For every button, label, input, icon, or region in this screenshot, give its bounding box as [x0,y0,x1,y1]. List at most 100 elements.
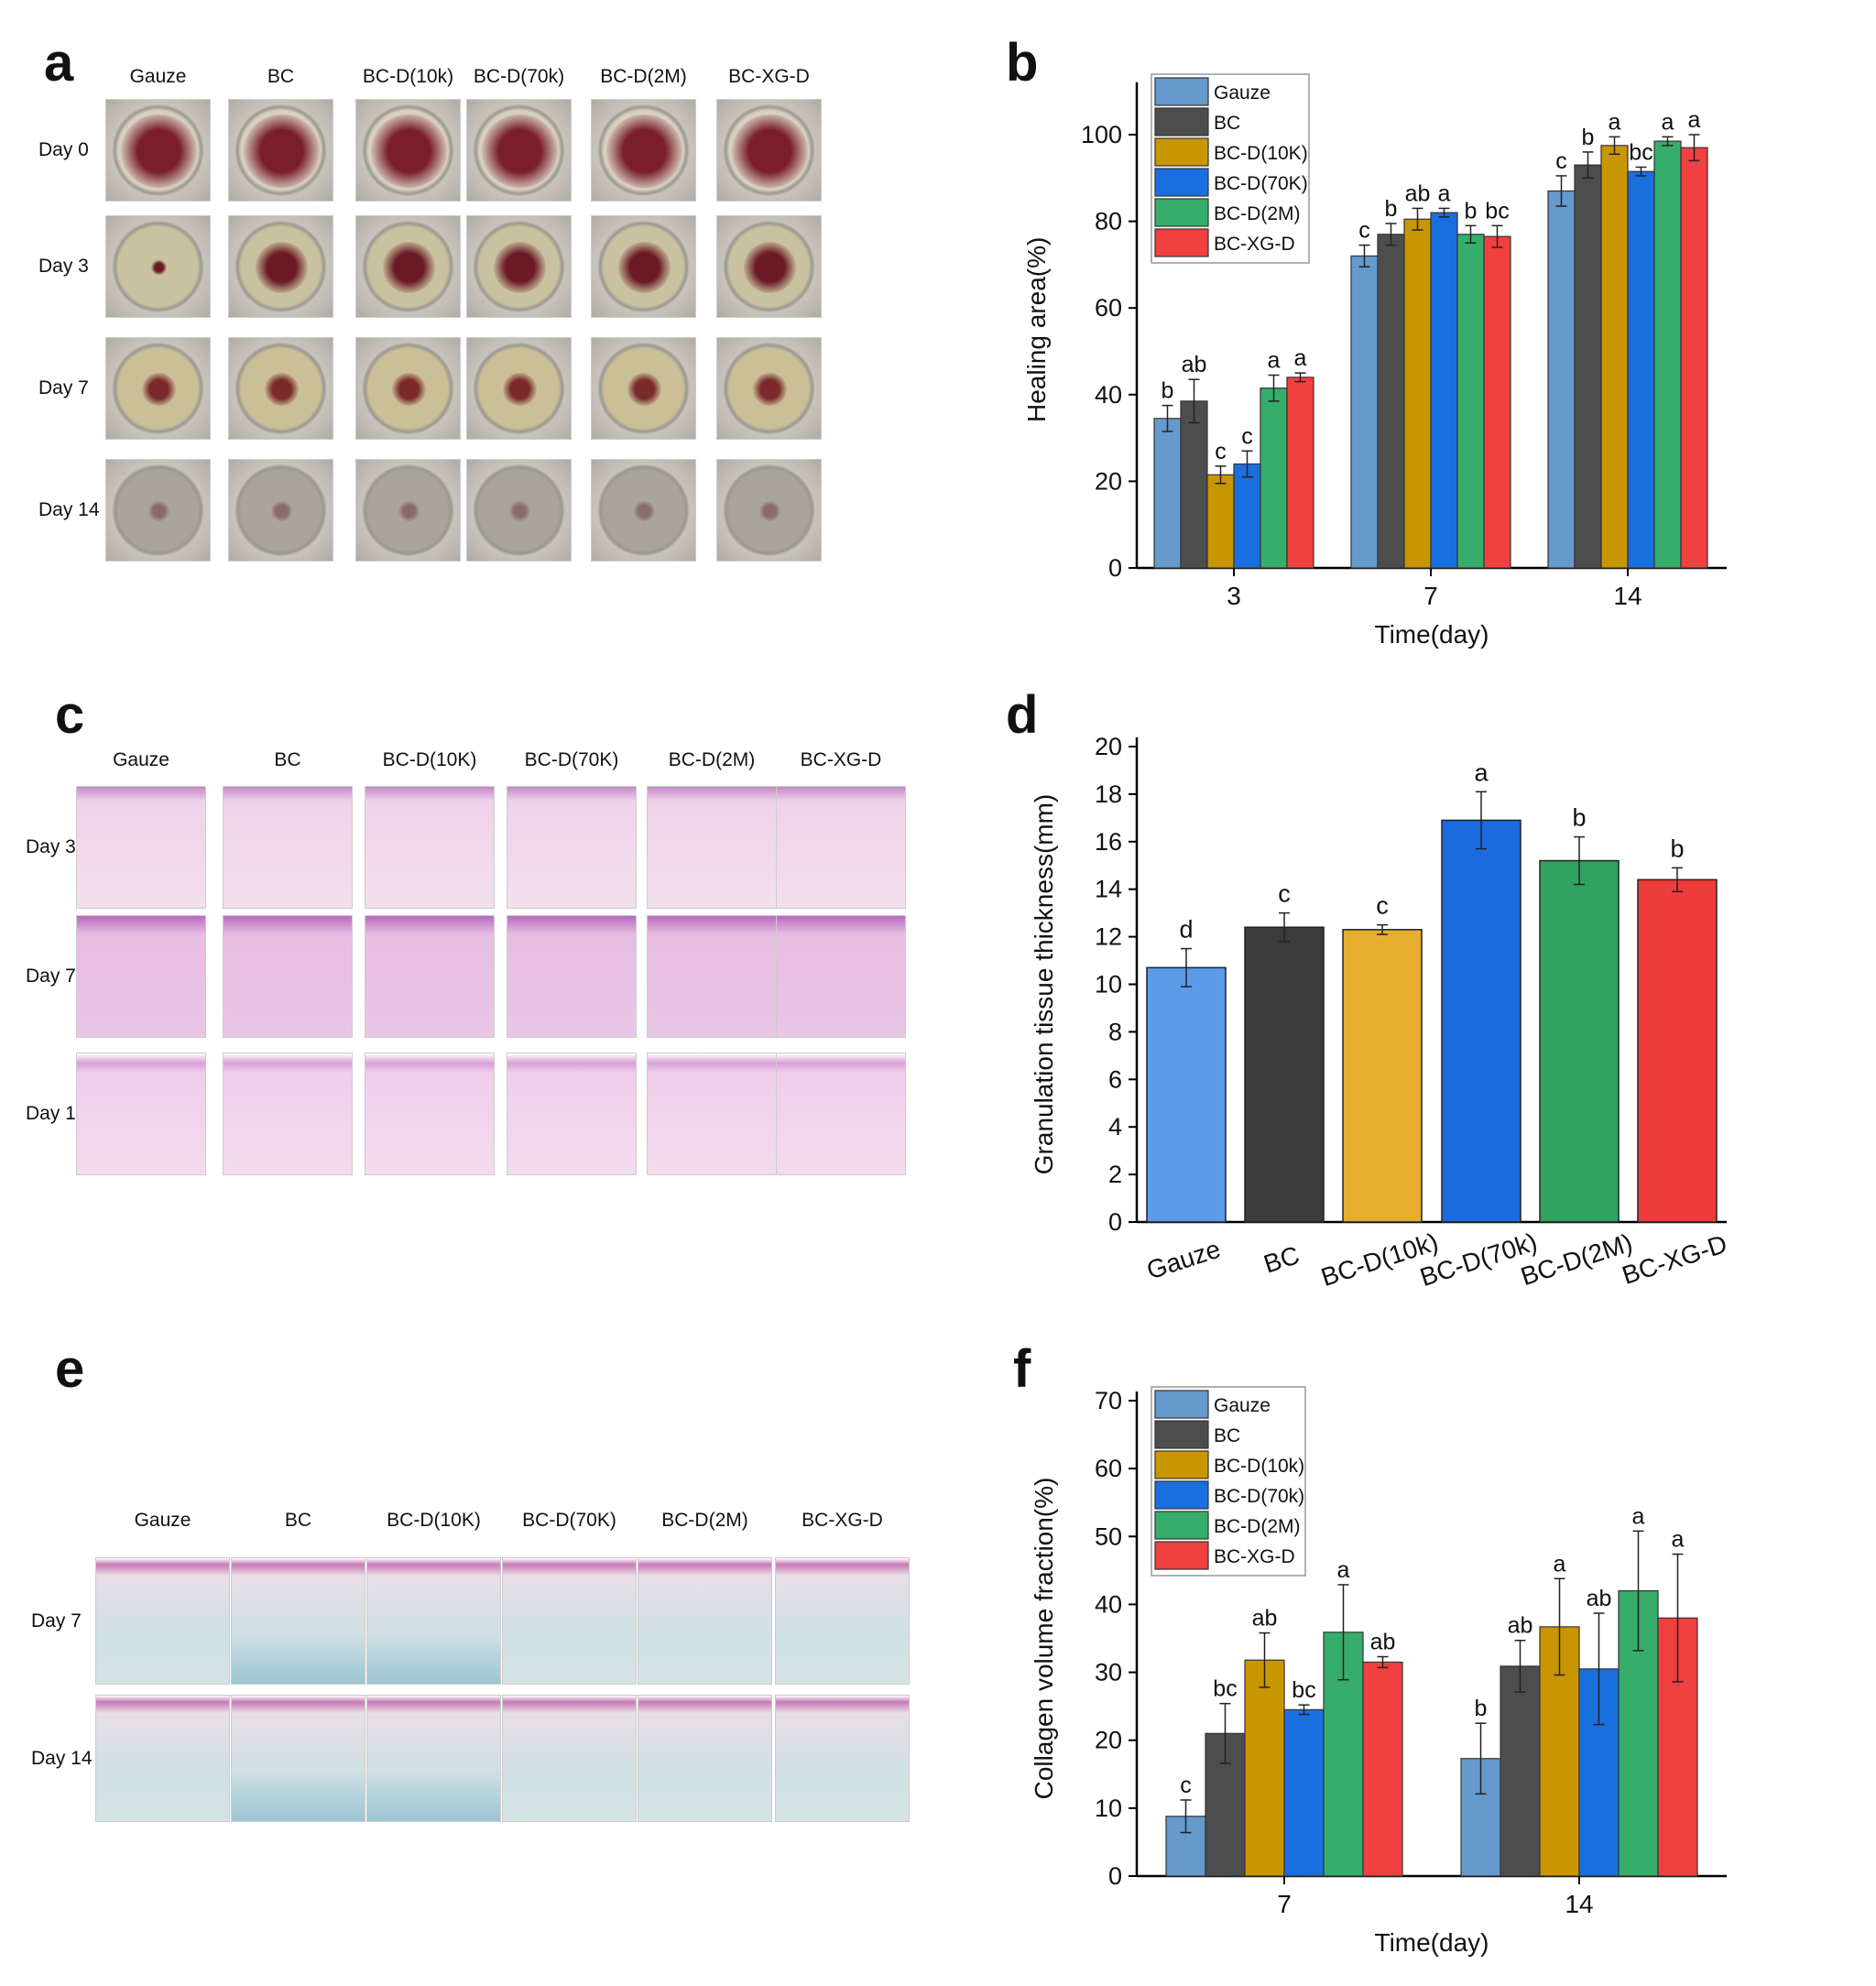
column-label: BC [274,749,301,770]
row-label: Day 7 [31,1610,82,1631]
bar-BC [1377,234,1405,569]
significance-letter: a [1438,180,1451,206]
micrograph-image [355,215,461,318]
bar-Gauze [1547,190,1576,569]
column-label: BC-D(2M) [661,1510,748,1531]
wound-area [148,500,169,522]
row-label: Day 14 [38,499,100,520]
micrograph-image [507,915,637,1038]
legend-label: BC [1214,113,1240,134]
y-axis-title: Healing area(%) [1022,237,1051,422]
micrograph-image [228,99,333,202]
micrograph-image [638,1557,772,1685]
legend-swatch [1154,1480,1209,1510]
micrograph-image [716,337,822,440]
legend-swatch [1154,1390,1209,1419]
significance-letter: a [1688,107,1701,133]
micrograph-image [647,915,777,1038]
significance-letter: bc [1292,1677,1315,1703]
micrograph-image [466,215,572,318]
wound-area [759,500,780,522]
bar-BC-XG-D [1637,878,1718,1223]
bar-BC-D(2M) [1539,859,1620,1223]
wound-area [265,373,299,406]
wound-area [482,114,558,189]
micrograph-image [716,215,822,318]
y-tick-label: 14 [1095,876,1122,903]
micrograph-image [365,915,495,1038]
significance-letter: a [1662,109,1674,135]
bar-BC [1500,1665,1541,1877]
column-label: BC-D(10k) [362,66,454,87]
legend-swatch [1154,1420,1209,1449]
significance-letter: c [1358,218,1370,244]
significance-letter: a [1672,1527,1685,1553]
wound-area [732,114,808,189]
significance-letter: a [1337,1557,1350,1583]
row-label: Day 3 [26,836,76,857]
y-tick-label: 16 [1095,828,1122,856]
panel-letter-d: d [1006,685,1039,745]
column-label: BC-XG-D [728,66,810,87]
wound-area [255,242,309,293]
y-tick-label: 60 [1095,1455,1122,1482]
bar-BC-D(70k) [1441,819,1522,1223]
column-label: BC [267,66,295,87]
column-label: BC [284,1510,312,1531]
legend-label: Gauze [1214,82,1271,104]
wound-area [743,242,797,293]
bar-BC-D(2M) [1260,387,1288,569]
wound-area [503,373,537,406]
y-axis-title: Collagen volume fraction(%) [1030,1478,1058,1800]
micrograph-image [502,1695,637,1822]
legend-label: BC-D(70K) [1214,173,1308,194]
x-tick-label: 7 [1277,1890,1292,1918]
micrograph-image [591,337,696,440]
significance-letter: d [1179,916,1193,944]
bar-BC-D(10k) [1244,1659,1285,1877]
significance-letter: b [1465,198,1478,224]
significance-letter: c [1180,1773,1192,1798]
wound-area [398,500,420,522]
micrograph-image [502,1557,637,1685]
micrograph-image [507,1053,637,1175]
panel-letter-e: e [55,1339,85,1399]
significance-letter: bc [1485,198,1509,224]
significance-letter: b [1670,835,1684,862]
legend-label: BC-XG-D [1214,234,1295,255]
y-tick-label: 4 [1108,1113,1122,1140]
bar-BC-D(10K) [1206,474,1235,569]
bar-BC-D(70k) [1283,1708,1325,1877]
x-tick-label: 3 [1227,582,1241,610]
bar-BC [1180,400,1208,569]
y-tick-label: 80 [1095,208,1122,235]
micrograph-image [223,786,353,909]
wound-area [121,114,197,189]
panel-letter-c: c [55,685,85,745]
panel-letter-f: f [1013,1339,1031,1399]
x-tick-label: 14 [1565,1890,1593,1918]
y-tick-label: 8 [1108,1018,1122,1045]
x-tick-label: BC-XG-D [1619,1229,1730,1290]
bar-BC-D(70K) [1627,170,1655,569]
y-tick-label: 40 [1095,1590,1122,1618]
significance-letter: b [1162,378,1174,404]
panel-letter-b: b [1006,33,1039,93]
wound-area [392,373,426,406]
micrograph-image [105,337,211,440]
micrograph-image [776,1053,906,1175]
significance-letter: bc [1629,139,1652,165]
micrograph-image [105,459,211,562]
row-label: Day 7 [26,966,76,987]
y-tick-label: 12 [1095,923,1122,951]
micrograph-image [355,337,461,440]
row-label: Day 3 [38,256,89,277]
row-label: Day 0 [38,139,89,160]
significance-letter: b [1385,196,1398,222]
legend-label: BC-D(10K) [1214,143,1308,164]
micrograph-image [355,99,461,202]
y-tick-label: 2 [1108,1161,1122,1188]
legend-swatch [1154,228,1209,257]
legend-label: BC-D(2M) [1214,1516,1301,1537]
